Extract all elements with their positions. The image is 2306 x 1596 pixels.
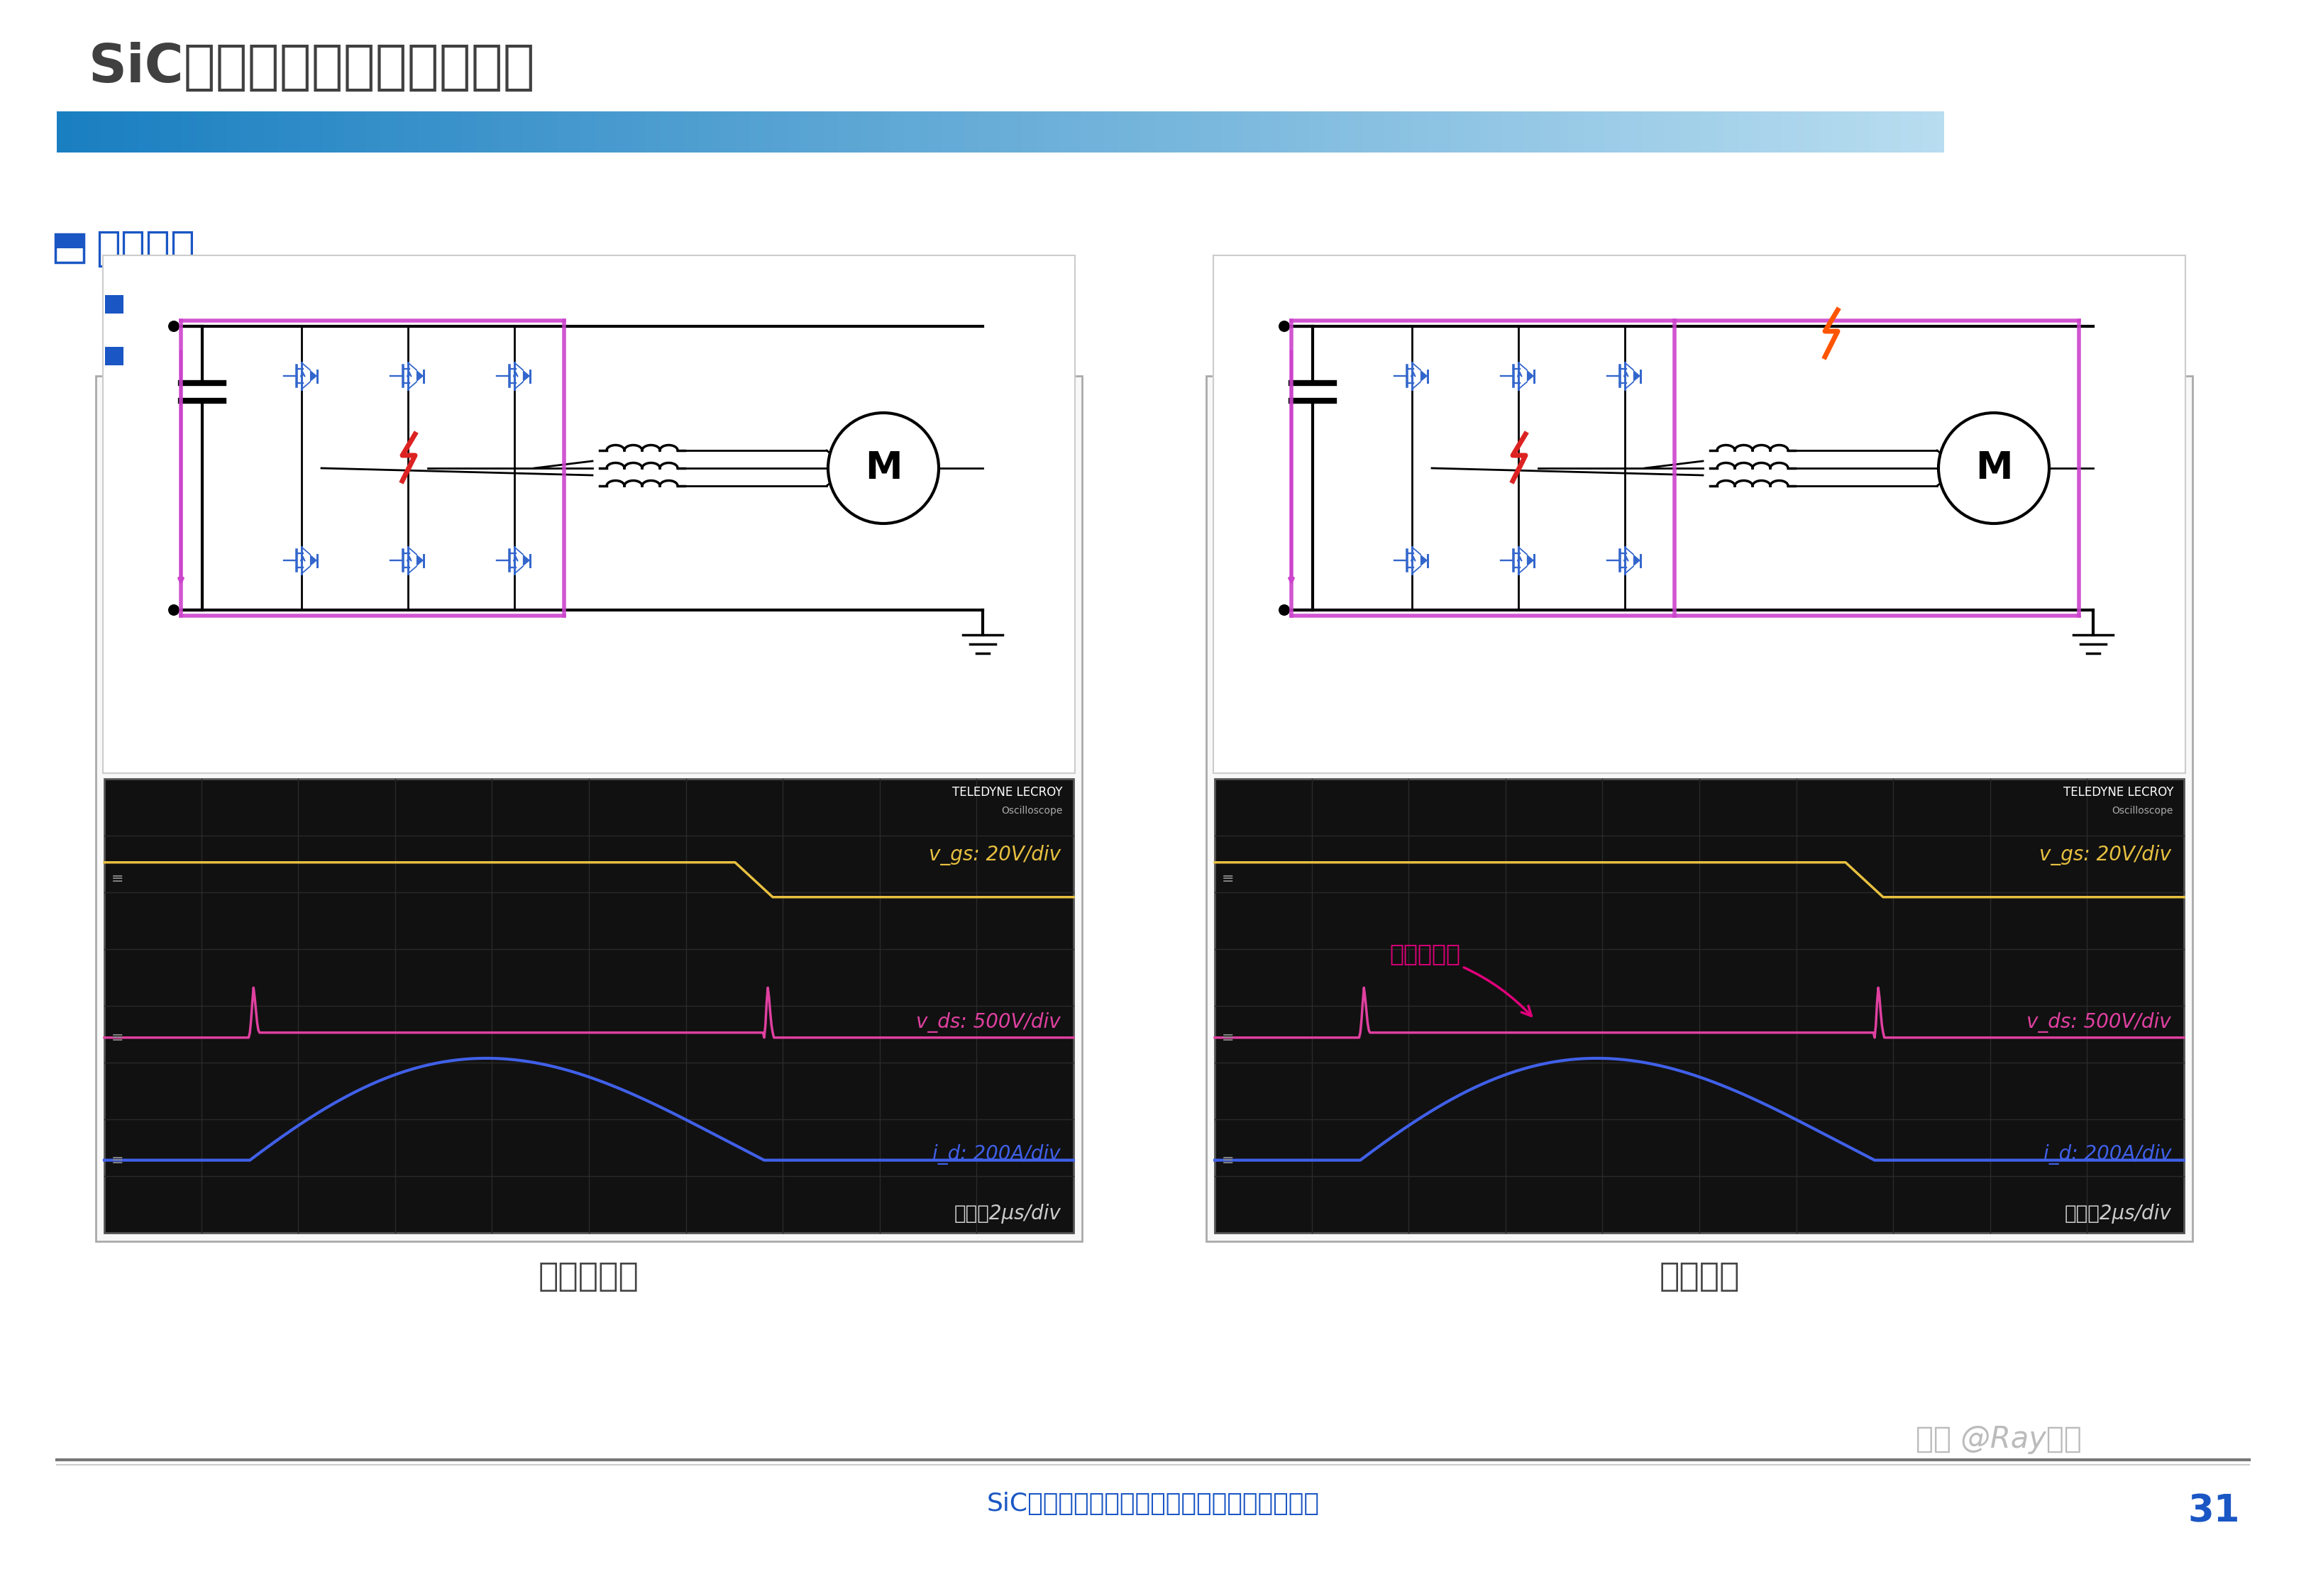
Text: i_d: 200A/div: i_d: 200A/div [2043,1144,2172,1165]
Text: ≡: ≡ [1222,1031,1234,1045]
Polygon shape [417,370,424,381]
Polygon shape [1633,370,1640,381]
Polygon shape [1527,370,1533,381]
Text: ≡: ≡ [111,1152,125,1167]
Text: TELEDYNE LECROY: TELEDYNE LECROY [2064,785,2172,798]
Text: ≡: ≡ [1222,871,1234,886]
Circle shape [1939,413,2050,523]
Text: i_d: 200A/div: i_d: 200A/div [932,1144,1061,1165]
Text: Oscilloscope: Oscilloscope [1001,806,1063,816]
Polygon shape [309,370,318,381]
Polygon shape [1527,554,1533,567]
Bar [1215,779,2184,1232]
Polygon shape [309,554,318,567]
Bar [55,235,83,249]
Text: M: M [865,450,902,487]
Text: 负荷短路: 负荷短路 [1658,1261,1739,1293]
Bar [106,295,125,313]
Bar [1206,377,2193,1242]
Polygon shape [1633,554,1640,567]
Circle shape [1278,605,1289,616]
Text: 退饱和过程: 退饱和过程 [1388,942,1531,1017]
Text: SiC功率器件的性能表征、封装测试与系统集成: SiC功率器件的性能表征、封装测试与系统集成 [987,1492,1319,1516]
Bar [97,377,1082,1242]
Bar [106,346,125,365]
Text: ≡: ≡ [111,1031,125,1045]
Text: v_ds: 500V/div: v_ds: 500V/div [915,1012,1061,1033]
Bar [1213,255,2186,772]
Bar [104,255,1075,772]
Circle shape [168,321,180,332]
Text: SiC器件的测试与表征：短路: SiC器件的测试与表征：短路 [88,41,535,93]
Text: v_ds: 500V/div: v_ds: 500V/div [2027,1012,2172,1033]
Text: 知乎 @Ray阳明: 知乎 @Ray阳明 [1916,1424,2082,1454]
Polygon shape [417,554,424,567]
Text: Oscilloscope: Oscilloscope [2112,806,2172,816]
Text: 一类短路（硬开关短路）：短路电感（100nH）: 一类短路（硬开关短路）：短路电感（100nH） [136,287,636,321]
Text: 31: 31 [2188,1492,2239,1529]
Text: M: M [1976,450,2013,487]
Text: v_gs: 20V/div: v_gs: 20V/div [2039,844,2172,865]
Text: 硬开关短路: 硬开关短路 [540,1261,639,1293]
Circle shape [168,605,180,616]
Text: ≡: ≡ [111,871,125,886]
Text: 时间：2μs/div: 时间：2μs/div [2064,1203,2172,1224]
Polygon shape [523,370,530,381]
Text: TELEDYNE LECROY: TELEDYNE LECROY [952,785,1063,798]
Circle shape [1278,321,1289,332]
Text: ≡: ≡ [1222,1152,1234,1167]
Circle shape [828,413,939,523]
Text: 短路类型: 短路类型 [97,228,196,268]
Bar [104,779,1075,1232]
Text: 二类短路（负荷短路）：短路电感（几个μH）: 二类短路（负荷短路）：短路电感（几个μH） [136,338,590,373]
Polygon shape [523,554,530,567]
Text: v_gs: 20V/div: v_gs: 20V/div [929,844,1061,865]
Text: 时间：2μs/div: 时间：2μs/div [955,1203,1061,1224]
Polygon shape [1420,370,1427,381]
Bar [55,235,83,262]
Polygon shape [1420,554,1427,567]
